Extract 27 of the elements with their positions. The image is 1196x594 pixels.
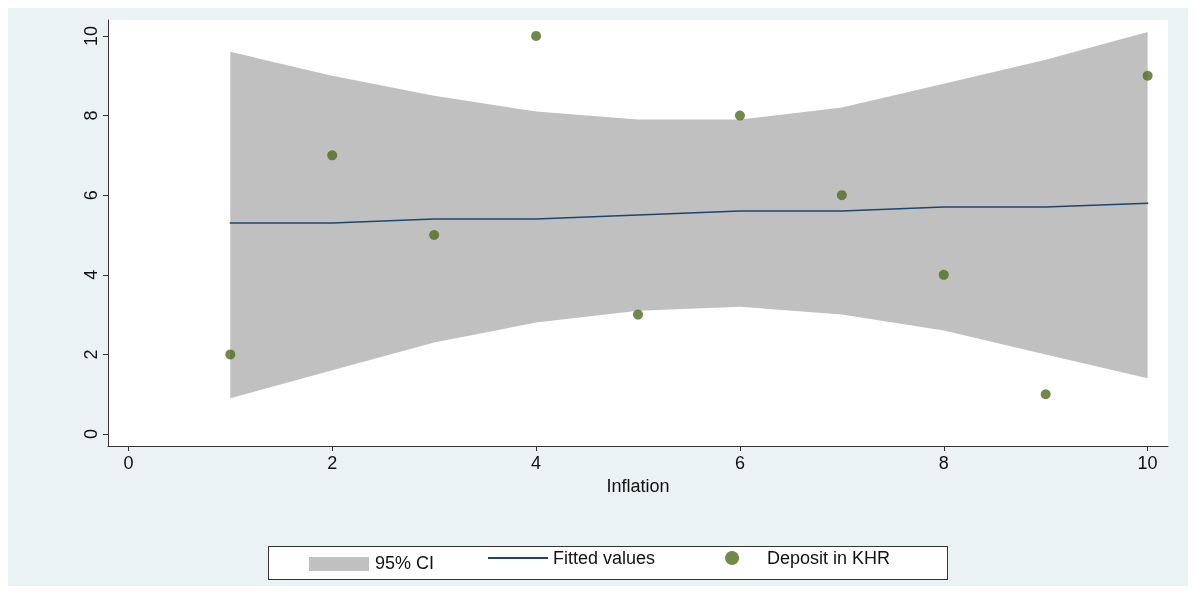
point (836, 190, 847, 201)
point (633, 309, 643, 320)
y-tick-label: 2 (81, 349, 101, 360)
y-tick-label: 6 (81, 190, 101, 201)
x-tick-label: 6 (734, 453, 745, 473)
x-tick-label: 10 (1137, 453, 1158, 473)
line-series (229, 202, 1149, 224)
y-tick-label: 8 (81, 110, 101, 121)
point (1040, 389, 1051, 400)
x-axis-title: Inflation (606, 475, 670, 496)
point (429, 229, 440, 240)
point (734, 110, 745, 121)
x-tick-label: 8 (938, 453, 949, 473)
x-tick-label: 2 (327, 453, 338, 473)
legend-label: Deposit in KHR (767, 548, 891, 568)
y-tick-label: 0 (81, 429, 101, 440)
point (225, 349, 236, 360)
point (327, 150, 338, 161)
text: 95% CI (375, 553, 435, 574)
point (938, 269, 949, 280)
x-tick-label: 4 (531, 453, 542, 473)
point (531, 30, 542, 41)
legend-label: Fitted values (553, 548, 656, 568)
x-tick-label: 0 (123, 453, 134, 473)
y-tick-label: 10 (81, 25, 101, 46)
point (1142, 70, 1153, 81)
y-tick-label: 4 (81, 269, 101, 280)
